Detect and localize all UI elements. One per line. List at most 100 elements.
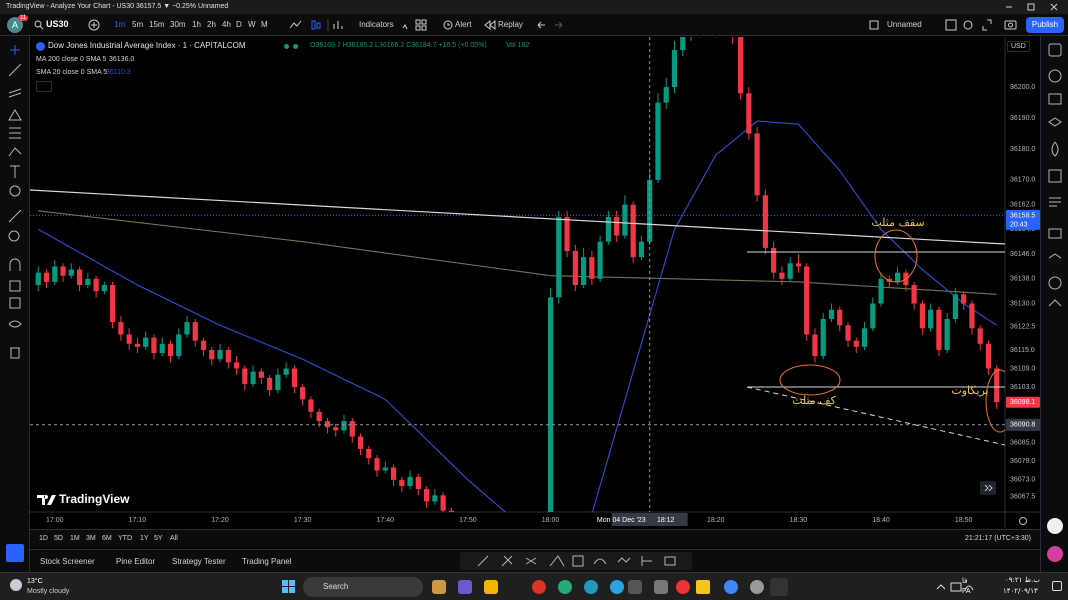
candle-body [43, 272, 50, 282]
right-panel[interactable] [1040, 36, 1068, 572]
candle-body [415, 476, 421, 490]
layout-name[interactable]: Unnamed [887, 20, 922, 29]
layout-icon[interactable] [869, 20, 879, 30]
start-button[interactable] [282, 580, 296, 594]
candle-body [341, 421, 347, 431]
alert-icon[interactable] [443, 20, 453, 30]
range-button[interactable]: All [170, 535, 178, 542]
interval-button[interactable]: 5m [132, 20, 144, 29]
interval-button[interactable]: 15m [149, 20, 165, 29]
crosshair-price: 36090.8 [1010, 422, 1035, 429]
candle-body [233, 362, 240, 369]
range-button[interactable]: 6M [102, 535, 112, 542]
interval-button[interactable]: 30m [170, 20, 186, 29]
panel-tab[interactable]: Trading Panel [242, 557, 292, 566]
replay-icon[interactable] [484, 20, 496, 30]
add-symbol[interactable] [88, 19, 100, 31]
candle-body [68, 269, 74, 276]
candle-body [597, 241, 603, 279]
range-button[interactable]: 1D [39, 535, 48, 542]
circle-highlight[interactable] [874, 229, 918, 283]
indicator-name[interactable]: SMA 20 close 0 SMA 5 [36, 69, 108, 76]
candle-body [820, 319, 826, 357]
candle-body [275, 374, 281, 391]
candle-body [225, 349, 231, 363]
time-axis-settings[interactable] [1019, 517, 1027, 525]
candle-body [333, 427, 339, 431]
chart-type-icons[interactable] [288, 18, 348, 32]
candle-body [564, 216, 570, 251]
interval-button[interactable]: 4h [222, 20, 231, 29]
currency[interactable]: USD [1007, 41, 1030, 52]
taskbar-apps[interactable] [430, 577, 800, 597]
interval-button[interactable]: M [261, 20, 268, 29]
left-toolbar[interactable] [0, 36, 30, 572]
replay-button[interactable]: Replay [498, 20, 523, 29]
x-tick-label: 17:30 [294, 517, 312, 524]
interval-button[interactable]: W [248, 20, 256, 29]
y-tick-label: 36067.5 [1010, 494, 1035, 501]
chart[interactable]: سقف مثلث کف مثلث بریکاوت TradingView 362… [30, 37, 1040, 528]
candle-body [283, 368, 289, 375]
clock-date[interactable]: ۱۴۰۲/۰۹/۱۳ [1003, 587, 1038, 595]
range-bar: 21:21:17 (UTC+3:30) 1D 5D 1M 3M 6M YTD 1Y 5Y All [30, 529, 1040, 547]
x-tick-label: 18:20 [707, 517, 725, 524]
candle-body [374, 458, 380, 471]
interval-button[interactable]: 2h [207, 20, 216, 29]
y-tick-label: 36073.0 [1010, 477, 1035, 484]
y-tick-label: 36200.0 [1010, 84, 1035, 91]
clock-time[interactable]: ۰۹:۲۱ ب.ظ [1005, 576, 1040, 584]
candle-body [911, 285, 917, 304]
range-button[interactable]: 5Y [154, 535, 163, 542]
avatar[interactable]: A [7, 17, 23, 33]
circle-highlight[interactable] [985, 369, 1014, 433]
y-tick-label: 36138.0 [1010, 276, 1035, 283]
status-dots [284, 44, 300, 49]
indicator-name[interactable]: MA 200 close 0 SMA 5 [36, 56, 107, 63]
template-icons[interactable] [400, 18, 430, 32]
candle-body [754, 133, 760, 196]
range-button[interactable]: YTD [118, 535, 132, 542]
instrument-name[interactable]: Dow Jones Industrial Average Index · 1 ·… [48, 41, 246, 50]
crosshair-date: Mon 04 Dec '23 [597, 517, 646, 524]
candle-body [737, 37, 744, 94]
candle-body [746, 93, 752, 134]
drawing-toolbar[interactable] [460, 552, 692, 570]
scroll-button[interactable] [980, 481, 996, 495]
interval-button[interactable]: 1h [192, 20, 201, 29]
range-button[interactable]: 3M [86, 535, 96, 542]
candle-body [217, 349, 223, 360]
window-controls[interactable] [998, 0, 1068, 14]
candle-body [134, 343, 141, 347]
range-button[interactable]: 1Y [140, 535, 149, 542]
plot [30, 37, 1005, 512]
tray-icons[interactable] [935, 580, 975, 594]
candle-body [680, 37, 686, 50]
interval-button[interactable]: D [236, 20, 242, 29]
weather-icon[interactable] [10, 579, 22, 591]
panel-tab[interactable]: Stock Screener [40, 557, 95, 566]
lang[interactable]: FA [962, 588, 971, 595]
top-right-icons[interactable] [944, 18, 1024, 32]
interval-button[interactable]: 1m [114, 20, 126, 29]
range-button[interactable]: 1M [70, 535, 80, 542]
circle-highlight[interactable] [779, 364, 841, 396]
price-axis [1005, 37, 1040, 528]
symbol[interactable]: US30 [46, 19, 69, 29]
panel-tab[interactable]: Pine Editor [116, 557, 156, 566]
range-button[interactable]: 5D [54, 535, 63, 542]
alert-button[interactable]: Alert [455, 20, 472, 29]
lang-fa[interactable]: فا [962, 577, 968, 585]
notifications[interactable] [1052, 581, 1062, 591]
trend-line[interactable] [30, 189, 1005, 245]
collapse-legend[interactable] [36, 81, 52, 92]
search-box[interactable]: Search [303, 577, 423, 597]
drawings[interactable]: سقف مثلث کف مثلث بریکاوت [30, 189, 1014, 446]
indicators-button[interactable]: Indicators [359, 20, 394, 29]
undo-redo[interactable] [535, 19, 565, 31]
dashed-line[interactable] [746, 386, 1005, 446]
panel-tab[interactable]: Strategy Tester [172, 557, 226, 566]
price-label: 36158.5 [1010, 212, 1035, 219]
publish-button[interactable]: Publish [1026, 17, 1064, 33]
search-icon[interactable] [34, 20, 44, 30]
